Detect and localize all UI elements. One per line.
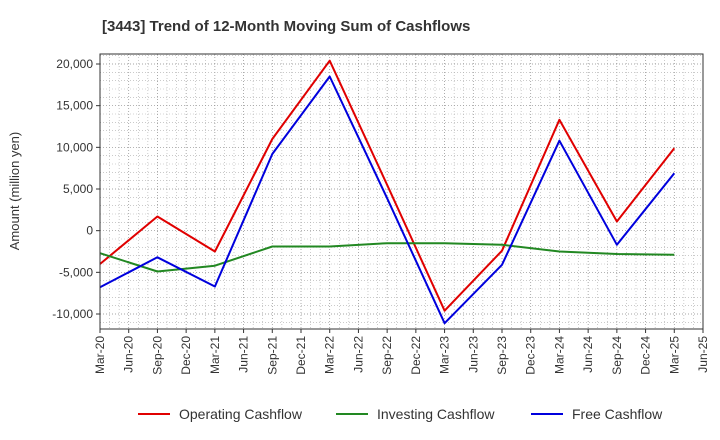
x-tick-label: Mar-25 bbox=[667, 336, 681, 374]
grid bbox=[99, 54, 704, 329]
x-tick-label: Sep-23 bbox=[495, 336, 509, 375]
legend-label-investing-cashflow: Investing Cashflow bbox=[377, 406, 495, 422]
y-tick-label: 10,000 bbox=[56, 140, 93, 154]
series-lines bbox=[99, 59, 676, 325]
y-tick-label: -10,000 bbox=[52, 307, 93, 321]
x-tick-label: Sep-21 bbox=[265, 336, 279, 375]
x-tick-label: Jun-22 bbox=[351, 336, 365, 373]
x-tick-label: Sep-24 bbox=[610, 336, 624, 375]
y-tick-label: -5,000 bbox=[59, 265, 93, 279]
chart-title: [3443] Trend of 12-Month Moving Sum of C… bbox=[102, 18, 470, 35]
x-axis-ticks: Mar-20 Jun-20 Sep-20 Dec-20 Mar-21 Jun-21 Sep-… bbox=[93, 329, 710, 375]
x-tick-label: Sep-20 bbox=[150, 336, 164, 375]
legend-label-operating-cashflow: Operating Cashflow bbox=[179, 406, 303, 422]
x-tick-label: Dec-24 bbox=[639, 336, 653, 375]
y-tick-label: 0 bbox=[86, 224, 93, 238]
x-tick-label: Mar-22 bbox=[323, 336, 337, 374]
y-tick-label: 15,000 bbox=[56, 99, 93, 113]
x-tick-label: Jun-23 bbox=[466, 336, 480, 373]
y-axis-label: Amount (million yen) bbox=[7, 132, 22, 251]
legend-label-free-cashflow: Free Cashflow bbox=[572, 406, 663, 422]
x-tick-label: Jun-20 bbox=[122, 336, 136, 373]
x-tick-label: Mar-24 bbox=[552, 336, 566, 374]
x-tick-label: Dec-21 bbox=[294, 336, 308, 375]
y-tick-label: 20,000 bbox=[56, 57, 93, 71]
x-tick-label: Sep-22 bbox=[380, 336, 394, 375]
legend: Operating Cashflow Investing Cashflow Free… bbox=[138, 406, 663, 422]
operating-cashflow-line bbox=[99, 59, 676, 312]
plot-frame bbox=[99, 53, 704, 330]
x-tick-label: Dec-20 bbox=[179, 336, 193, 375]
y-axis-ticks: -10,000 -5,000 0 5,000 10,000 15,000 20,000 bbox=[52, 57, 100, 321]
investing-cashflow-line bbox=[99, 242, 675, 273]
free-cashflow-line bbox=[99, 75, 676, 325]
x-tick-label: Dec-22 bbox=[409, 336, 423, 375]
x-tick-label: Jun-21 bbox=[237, 336, 251, 373]
y-tick-label: 5,000 bbox=[63, 182, 93, 196]
x-tick-label: Dec-23 bbox=[524, 336, 538, 375]
x-tick-label: Jun-24 bbox=[581, 336, 595, 373]
x-tick-label: Jun-25 bbox=[696, 336, 710, 373]
x-tick-label: Mar-21 bbox=[208, 336, 222, 374]
x-tick-label: Mar-20 bbox=[93, 336, 107, 374]
x-tick-label: Mar-23 bbox=[438, 336, 452, 374]
